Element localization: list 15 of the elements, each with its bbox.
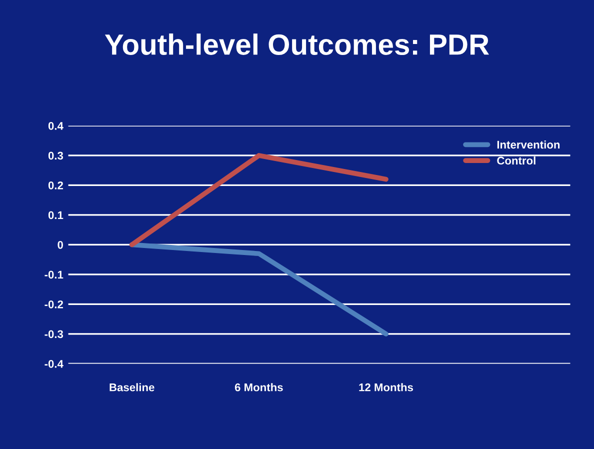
x-tick-label: 6 Months xyxy=(234,383,283,392)
y-tick-label: 0.3 xyxy=(48,152,64,160)
y-tick-label: -0.1 xyxy=(44,270,64,279)
y-tick-label: 0 xyxy=(58,240,63,249)
y-tick-label: -0.2 xyxy=(44,300,64,308)
x-tick-label: 12 Months xyxy=(359,383,414,392)
y-tick-label: 0.4 xyxy=(48,122,64,130)
y-tick-label: -0.3 xyxy=(44,330,64,338)
y-tick-label: 0.2 xyxy=(48,181,64,190)
y-tick-label: 0.1 xyxy=(48,211,64,220)
x-tick-label: Baseline xyxy=(110,383,154,392)
legend-label: Control xyxy=(497,156,536,165)
chart-title: Youth-level Outcomes: PDR xyxy=(104,34,489,55)
legend-label: Intervention xyxy=(497,140,560,149)
y-tick-label: -0.4 xyxy=(44,360,64,368)
